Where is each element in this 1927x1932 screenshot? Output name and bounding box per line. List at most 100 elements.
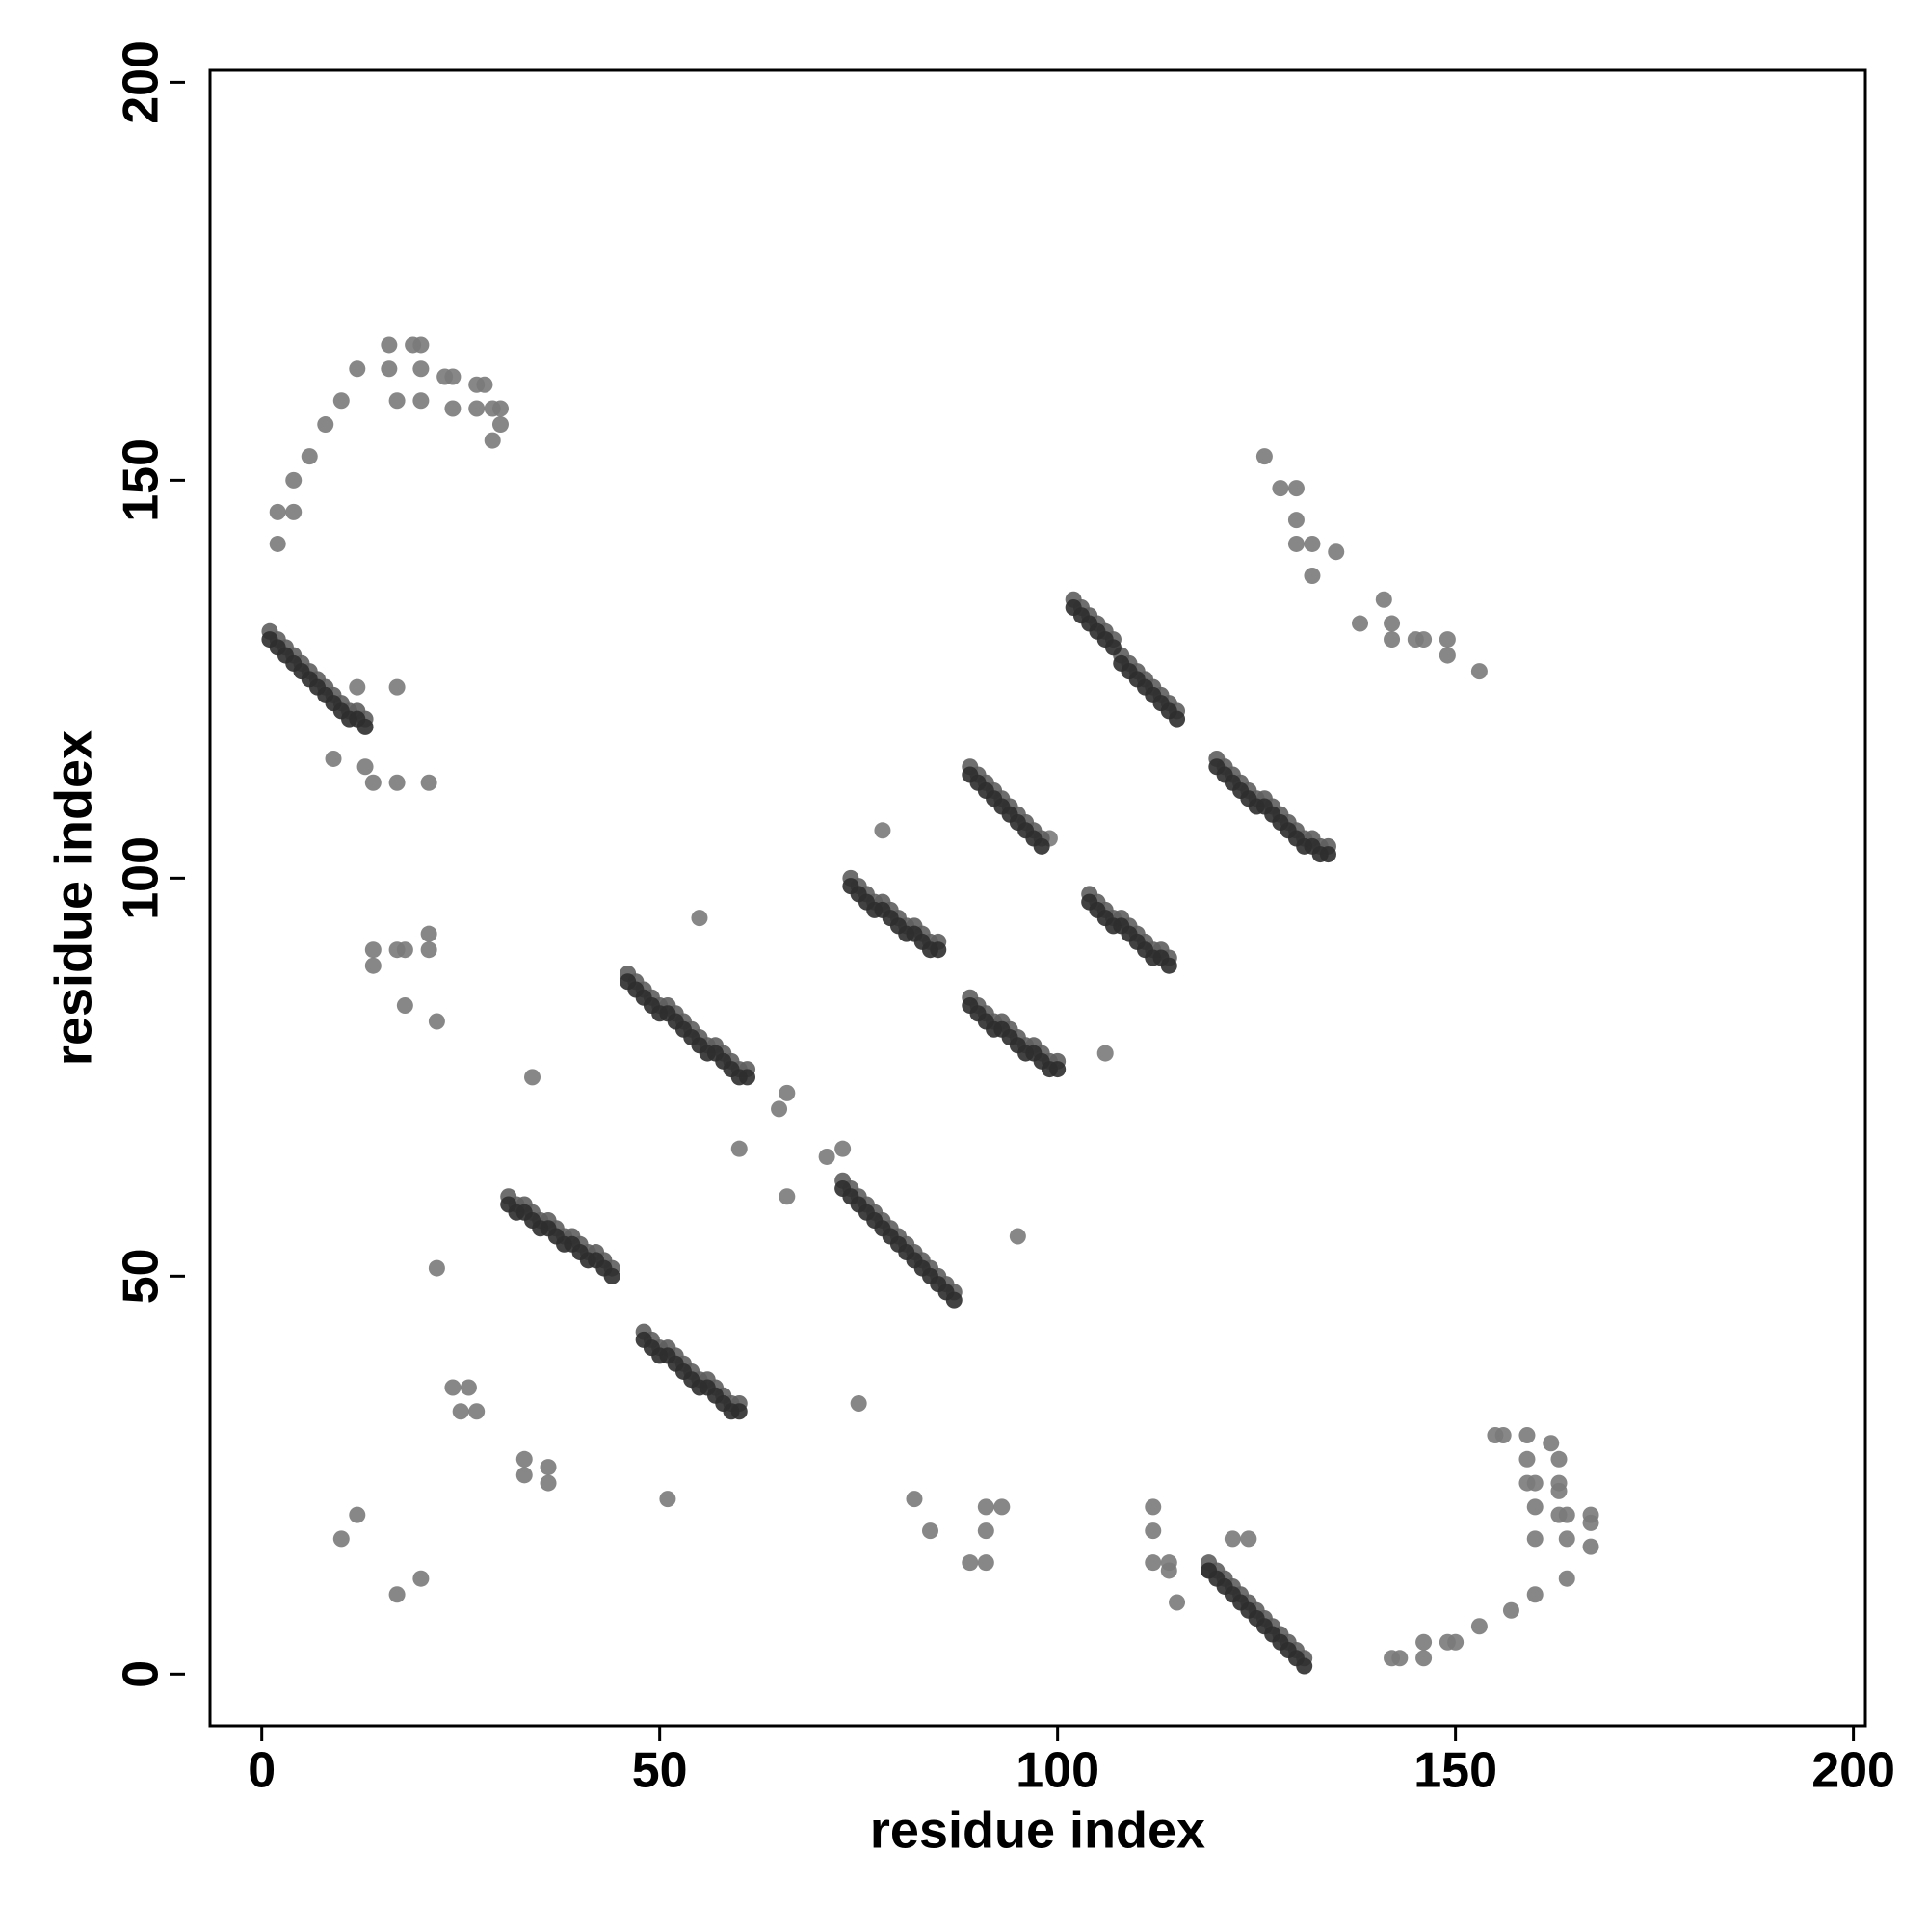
point	[460, 1379, 477, 1396]
point	[1304, 567, 1321, 584]
point	[1049, 1061, 1067, 1078]
point	[771, 1100, 788, 1118]
point	[349, 360, 366, 378]
point	[1558, 1506, 1575, 1523]
x-tick-label: 0	[248, 1743, 276, 1799]
point	[1033, 837, 1050, 855]
point	[1470, 1618, 1488, 1635]
point	[1550, 1482, 1568, 1499]
point	[1543, 1435, 1560, 1452]
point	[1160, 957, 1177, 974]
x-tick-label: 200	[1811, 1743, 1895, 1799]
point	[269, 503, 286, 520]
point	[381, 360, 398, 378]
point	[444, 400, 462, 417]
point	[1009, 1228, 1026, 1245]
point	[412, 336, 430, 354]
point	[412, 1570, 430, 1587]
point	[332, 392, 350, 410]
point	[1352, 615, 1369, 632]
point	[1518, 1450, 1536, 1468]
point	[269, 535, 286, 552]
point	[388, 1586, 406, 1603]
point	[364, 957, 382, 974]
point	[1384, 631, 1401, 648]
point	[739, 1069, 756, 1086]
point	[1375, 591, 1392, 608]
point	[515, 1467, 533, 1484]
point	[1287, 512, 1305, 529]
point	[444, 368, 462, 385]
point	[921, 1522, 938, 1540]
point	[1447, 1633, 1465, 1651]
point	[1224, 1530, 1241, 1548]
point	[930, 941, 947, 959]
point	[349, 1506, 366, 1523]
point	[779, 1084, 796, 1101]
point	[332, 1530, 350, 1548]
point	[1439, 631, 1456, 648]
point	[1296, 1657, 1313, 1675]
point	[412, 360, 430, 378]
point	[356, 718, 374, 735]
point	[962, 1554, 979, 1572]
point	[1494, 1427, 1512, 1444]
point	[484, 432, 501, 449]
point	[1145, 1522, 1162, 1540]
x-axis-label: residue index	[870, 1801, 1205, 1859]
point	[1255, 448, 1273, 465]
point	[364, 774, 382, 791]
point	[491, 416, 509, 434]
point	[476, 376, 493, 393]
point	[834, 1140, 852, 1157]
point	[1550, 1450, 1568, 1468]
point	[325, 750, 342, 767]
point	[818, 1148, 835, 1165]
point	[388, 774, 406, 791]
point	[1526, 1586, 1544, 1603]
point	[1145, 1498, 1162, 1516]
point	[1470, 663, 1488, 680]
x-tick-label: 50	[632, 1743, 688, 1799]
point	[540, 1474, 557, 1492]
point	[285, 503, 303, 520]
point	[301, 448, 318, 465]
point	[317, 416, 334, 434]
point	[850, 1394, 867, 1412]
point	[1558, 1530, 1575, 1548]
y-tick-label: 100	[114, 836, 170, 920]
x-tick-label: 100	[1016, 1743, 1099, 1799]
point	[1582, 1538, 1599, 1555]
point	[515, 1450, 533, 1468]
point	[491, 400, 509, 417]
point	[1304, 535, 1321, 552]
point	[420, 925, 437, 942]
point	[396, 941, 413, 959]
point	[730, 1140, 748, 1157]
y-tick-label: 0	[114, 1660, 170, 1688]
point	[1518, 1427, 1536, 1444]
point	[874, 822, 891, 839]
y-axis-label: residue index	[44, 730, 102, 1066]
point	[993, 1498, 1011, 1516]
x-tick-label: 150	[1413, 1743, 1497, 1799]
point	[349, 678, 366, 696]
point	[1240, 1530, 1257, 1548]
point	[1104, 639, 1122, 656]
plot-frame	[208, 68, 1867, 1728]
point	[1384, 615, 1401, 632]
point	[977, 1498, 994, 1516]
point	[1096, 1045, 1114, 1062]
point	[779, 1188, 796, 1205]
point	[364, 941, 382, 959]
point	[388, 392, 406, 410]
point	[1319, 846, 1336, 863]
point	[420, 941, 437, 959]
point	[468, 400, 486, 417]
point	[1415, 1650, 1433, 1667]
point	[381, 336, 398, 354]
point	[603, 1267, 620, 1284]
point	[356, 758, 374, 776]
point	[977, 1522, 994, 1540]
